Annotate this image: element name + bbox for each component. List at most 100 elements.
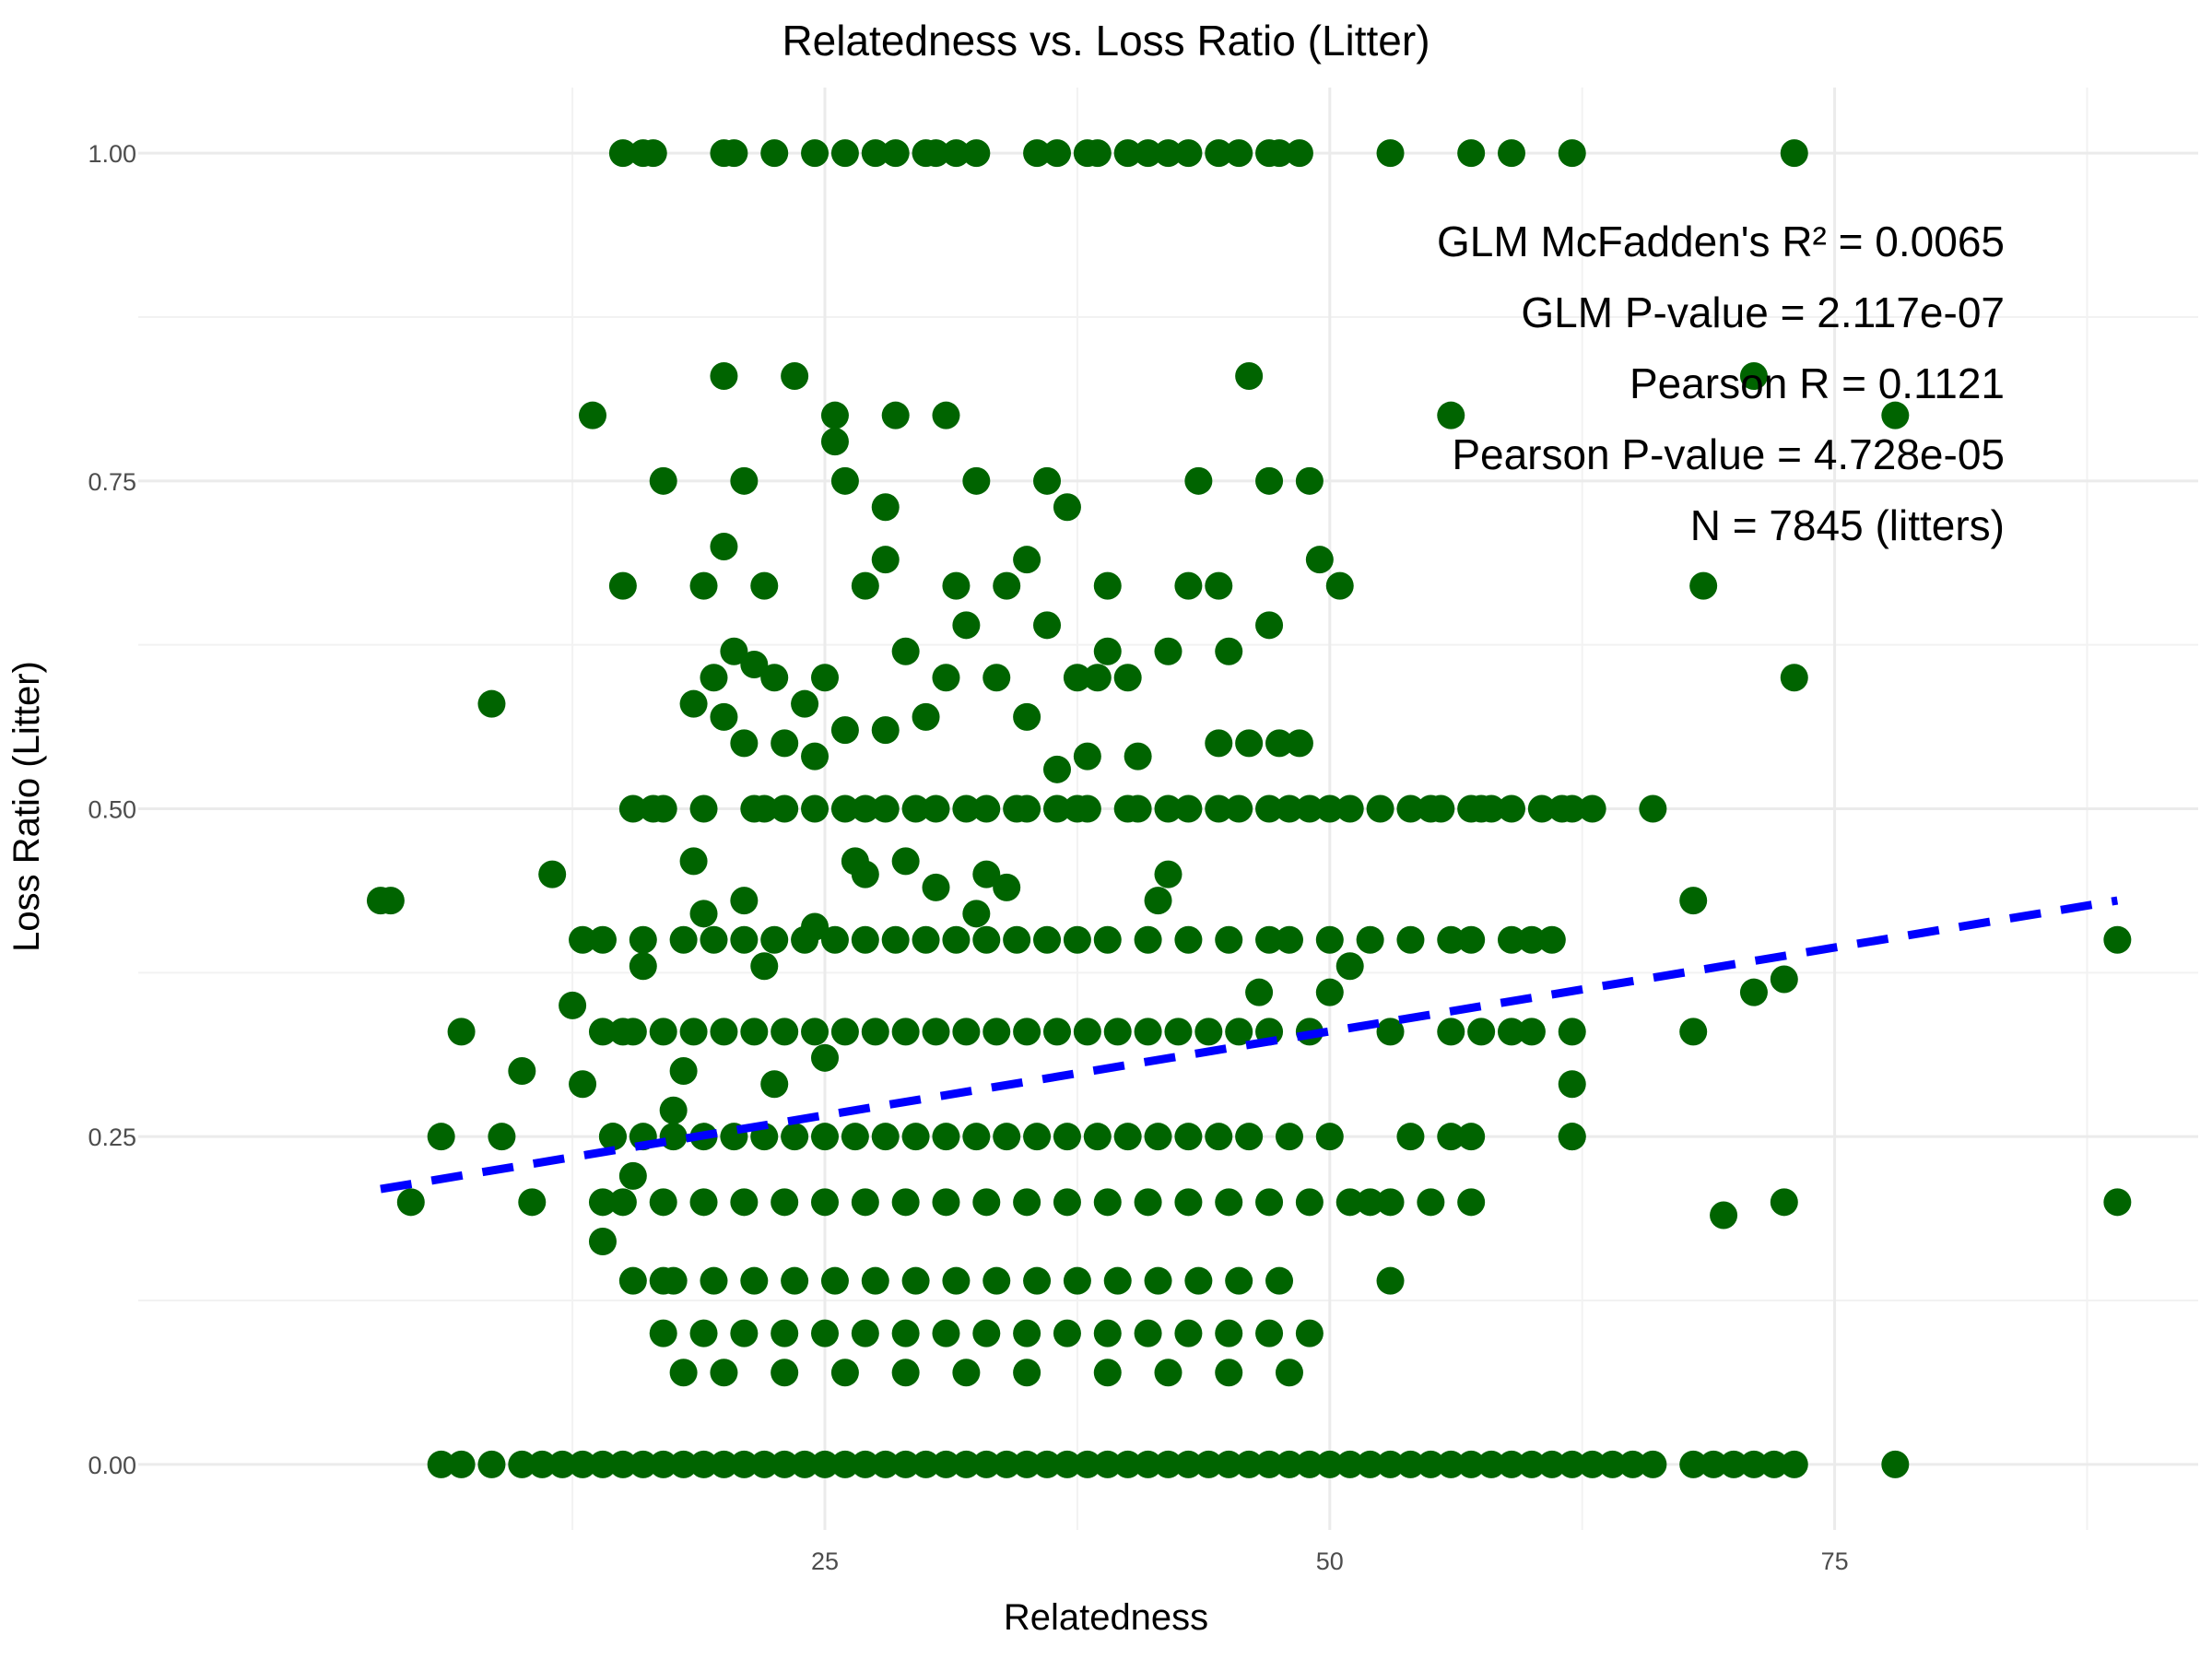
- data-point: [952, 794, 981, 823]
- annotation-pearson-r: Pearson R = 0.1121: [1630, 359, 2005, 407]
- data-point: [1124, 742, 1152, 771]
- data-point: [1517, 1450, 1546, 1478]
- data-point: [538, 860, 567, 888]
- data-point: [891, 1018, 920, 1046]
- data-point: [588, 1228, 617, 1255]
- data-point: [700, 1266, 728, 1295]
- data-point: [871, 794, 900, 823]
- data-point: [710, 362, 738, 390]
- data-point: [972, 1450, 1001, 1478]
- data-point: [1275, 925, 1303, 954]
- data-point: [730, 466, 759, 495]
- data-point: [1396, 1450, 1425, 1478]
- data-point: [608, 139, 637, 168]
- data-point: [477, 689, 506, 718]
- data-point: [1467, 1018, 1496, 1046]
- data-point: [912, 1450, 940, 1478]
- data-point: [1255, 1450, 1284, 1478]
- annotation-mcfadden-r2: GLM McFadden's R² = 0.0065: [1437, 218, 2005, 265]
- data-point: [1023, 139, 1052, 168]
- data-point: [720, 637, 748, 665]
- data-point: [659, 1266, 688, 1295]
- data-point: [1265, 729, 1294, 758]
- annotation-pearson-pvalue: Pearson P-value = 4.728e-05: [1452, 430, 2005, 478]
- x-tick-label: 50: [1316, 1547, 1344, 1575]
- data-point: [1063, 664, 1091, 692]
- data-point: [1215, 1359, 1243, 1387]
- data-point: [1093, 1319, 1122, 1347]
- data-point: [740, 1266, 769, 1295]
- chart-title: Relatedness vs. Loss Ratio (Litter): [782, 17, 1430, 65]
- data-point: [791, 1450, 819, 1478]
- data-point: [972, 1188, 1001, 1217]
- data-point: [579, 401, 607, 429]
- data-point: [649, 1450, 677, 1478]
- data-point: [1042, 794, 1071, 823]
- data-point: [1215, 1450, 1243, 1478]
- data-point: [830, 1018, 859, 1046]
- data-point: [396, 1188, 425, 1217]
- data-point: [1295, 794, 1324, 823]
- data-point: [993, 571, 1021, 600]
- data-point: [1113, 1123, 1142, 1151]
- data-point: [710, 702, 738, 731]
- data-point: [1174, 1123, 1203, 1151]
- data-point: [689, 900, 718, 928]
- data-point: [1053, 1123, 1081, 1151]
- data-point: [1113, 139, 1142, 168]
- data-point: [1093, 1188, 1122, 1217]
- data-point: [679, 689, 708, 718]
- data-point: [871, 546, 900, 574]
- data-point: [1174, 925, 1203, 954]
- data-point: [528, 1450, 557, 1478]
- data-point: [801, 794, 830, 823]
- data-point: [1396, 1123, 1425, 1151]
- data-point: [1255, 466, 1284, 495]
- data-point: [1315, 1123, 1344, 1151]
- data-points: [366, 139, 2132, 1478]
- data-point: [1780, 139, 1808, 168]
- data-point: [1144, 1123, 1172, 1151]
- data-point: [1275, 1450, 1303, 1478]
- y-tick-label: 0.00: [88, 1452, 136, 1479]
- data-point: [811, 1043, 839, 1072]
- data-point: [730, 1450, 759, 1478]
- data-point: [952, 1018, 981, 1046]
- data-point: [427, 1450, 455, 1478]
- data-point: [1376, 1018, 1405, 1046]
- data-point: [1113, 1450, 1142, 1478]
- x-tick-labels: 25 50 75: [811, 1547, 1849, 1575]
- data-point: [1033, 611, 1062, 640]
- data-point: [1739, 978, 1768, 1006]
- data-point: [1013, 1018, 1041, 1046]
- data-point: [820, 428, 849, 456]
- data-point: [1335, 1450, 1364, 1478]
- data-point: [922, 873, 950, 901]
- data-point: [1457, 1188, 1486, 1217]
- annotation-n-litters: N = 7845 (litters): [1690, 501, 2005, 549]
- data-point: [1134, 1188, 1162, 1217]
- x-axis-label: Relatedness: [1004, 1597, 1208, 1638]
- data-point: [1073, 742, 1101, 771]
- data-point: [669, 925, 698, 954]
- data-point: [608, 1188, 637, 1217]
- data-point: [1710, 1201, 1738, 1230]
- data-point: [548, 1450, 577, 1478]
- data-point: [1366, 794, 1394, 823]
- data-point: [649, 1018, 677, 1046]
- data-point: [1275, 1123, 1303, 1151]
- data-point: [1083, 664, 1112, 692]
- data-point: [1174, 794, 1203, 823]
- data-point: [1417, 1450, 1445, 1478]
- data-point: [1063, 1266, 1091, 1295]
- data-point: [891, 1319, 920, 1347]
- data-point: [1376, 139, 1405, 168]
- data-point: [830, 1359, 859, 1387]
- data-point: [1720, 1450, 1748, 1478]
- data-point: [679, 1018, 708, 1046]
- data-point: [881, 925, 910, 954]
- data-point: [1103, 1266, 1132, 1295]
- data-point: [760, 1070, 789, 1099]
- data-point: [932, 1188, 960, 1217]
- data-point: [830, 716, 859, 745]
